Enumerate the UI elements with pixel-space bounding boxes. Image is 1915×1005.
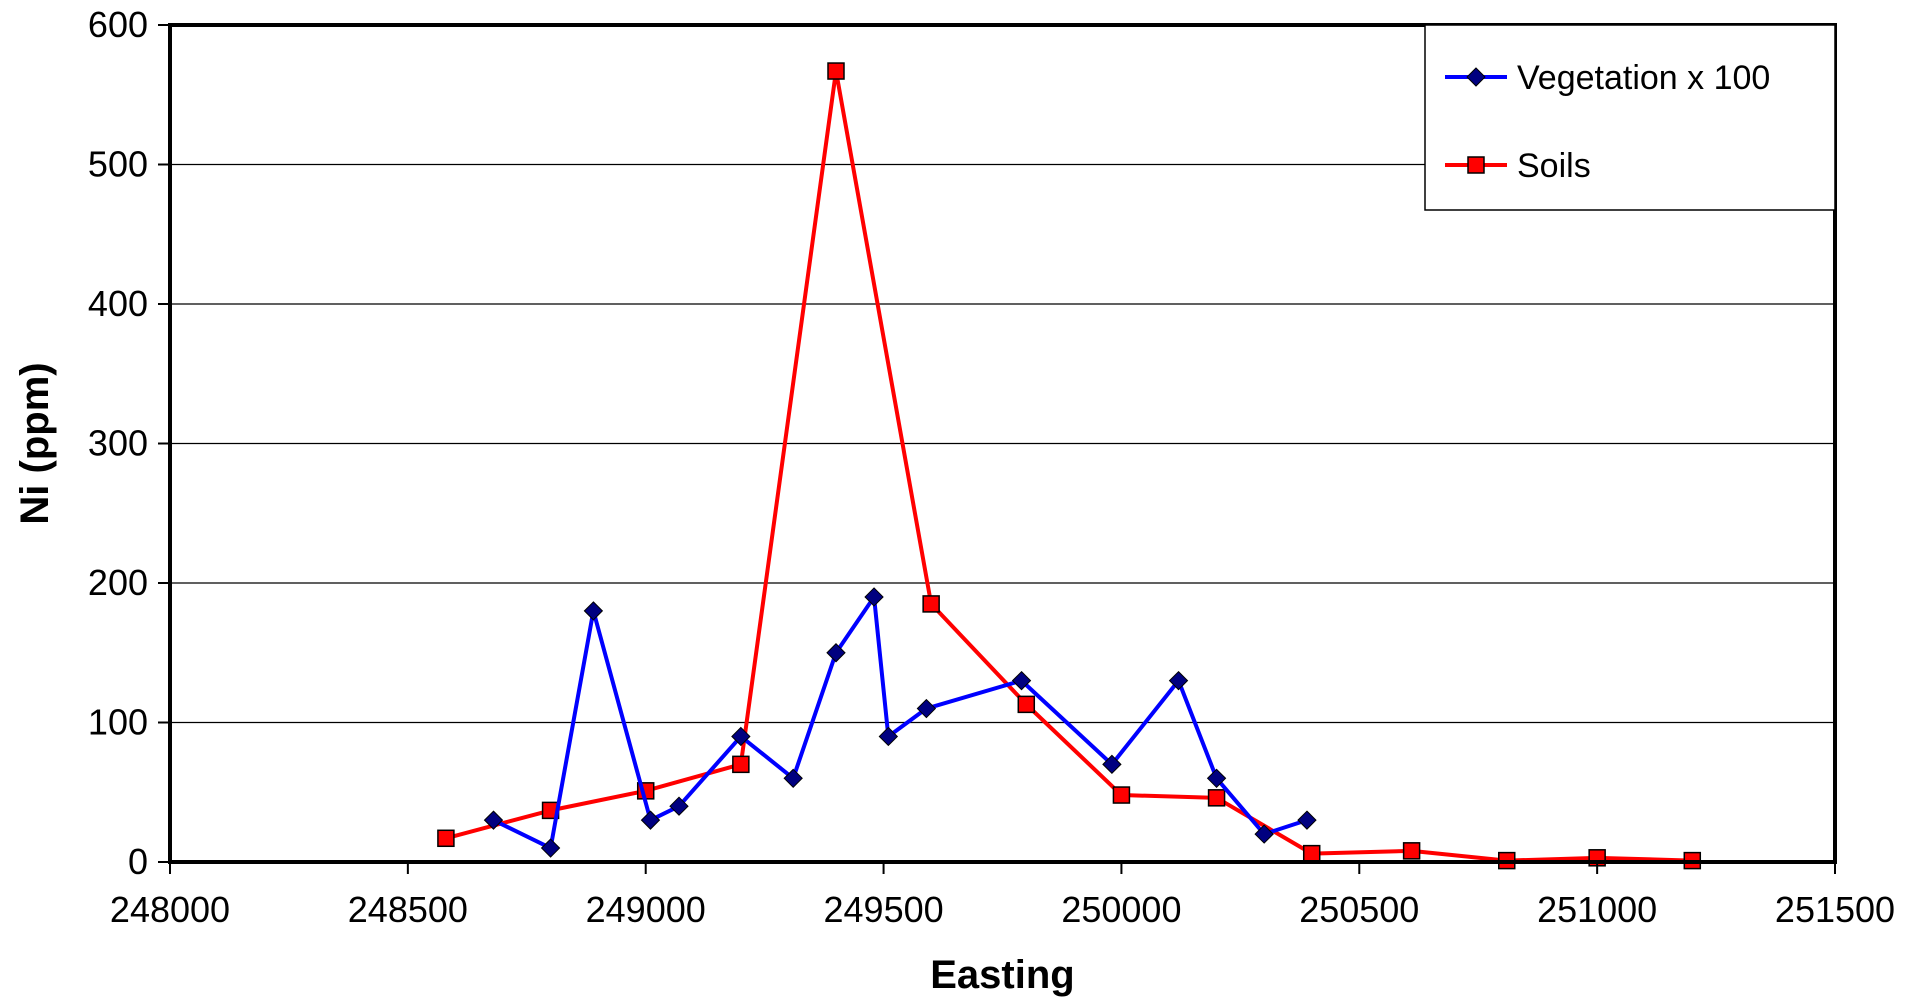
data-point bbox=[1011, 670, 1032, 691]
x-tick-label: 250000 bbox=[1061, 889, 1181, 930]
y-tick-label: 600 bbox=[88, 4, 148, 45]
axis-ticks: 0 100 200 300 400 500 600 248000 248500 249000 249… bbox=[88, 4, 1895, 930]
data-point bbox=[827, 62, 845, 80]
data-point bbox=[1297, 810, 1317, 830]
y-tick-label: 400 bbox=[88, 283, 148, 324]
series-vegetation bbox=[483, 587, 1317, 858]
y-tick-label: 500 bbox=[88, 144, 148, 185]
data-point bbox=[437, 829, 455, 848]
data-point bbox=[669, 796, 689, 816]
x-axis-title: Easting bbox=[930, 953, 1074, 997]
legend-item: Soils bbox=[1445, 147, 1591, 185]
data-point bbox=[864, 587, 884, 607]
legend-label: Soils bbox=[1517, 147, 1591, 185]
x-tick-label: 251000 bbox=[1537, 889, 1657, 930]
series-line bbox=[445, 69, 1693, 863]
legend: Vegetation x 100 Soils bbox=[1424, 24, 1836, 211]
y-tick-label: 200 bbox=[88, 562, 148, 603]
data-point bbox=[640, 810, 661, 830]
y-tick-label: 300 bbox=[88, 423, 148, 464]
data-point bbox=[922, 595, 940, 613]
y-tick-label: 0 bbox=[128, 841, 148, 882]
legend-marker bbox=[1466, 67, 1486, 87]
data-point bbox=[1112, 786, 1131, 804]
data-point bbox=[783, 768, 803, 789]
x-tick-label: 248500 bbox=[348, 889, 468, 930]
data-point bbox=[878, 726, 899, 747]
gridlines bbox=[170, 163, 1835, 724]
data-point bbox=[731, 726, 751, 747]
data-point bbox=[1402, 842, 1421, 860]
data-point bbox=[1017, 695, 1036, 714]
data-point bbox=[1102, 754, 1122, 775]
y-axis-title: Ni (ppm) bbox=[13, 362, 57, 524]
series-layer bbox=[437, 62, 1702, 870]
data-point bbox=[826, 643, 846, 663]
data-point bbox=[1302, 844, 1321, 863]
data-point bbox=[483, 810, 504, 830]
data-point bbox=[540, 838, 561, 858]
x-tick-label: 251500 bbox=[1775, 889, 1895, 930]
data-point bbox=[1206, 768, 1227, 789]
x-tick-label: 249500 bbox=[824, 889, 944, 930]
x-tick-label: 249000 bbox=[586, 889, 706, 930]
legend-box bbox=[1424, 24, 1836, 211]
x-tick-label: 250500 bbox=[1299, 889, 1419, 930]
legend-marker bbox=[1467, 156, 1485, 174]
data-point bbox=[916, 698, 937, 719]
legend-label: Vegetation x 100 bbox=[1517, 59, 1770, 97]
legend-item: Vegetation x 100 bbox=[1445, 59, 1770, 97]
data-point bbox=[583, 601, 604, 621]
data-point bbox=[1168, 670, 1189, 691]
x-tick-label: 248000 bbox=[110, 889, 230, 930]
data-point bbox=[1207, 789, 1226, 807]
y-tick-label: 100 bbox=[88, 702, 148, 743]
data-point bbox=[1254, 824, 1274, 844]
data-point bbox=[732, 755, 750, 774]
